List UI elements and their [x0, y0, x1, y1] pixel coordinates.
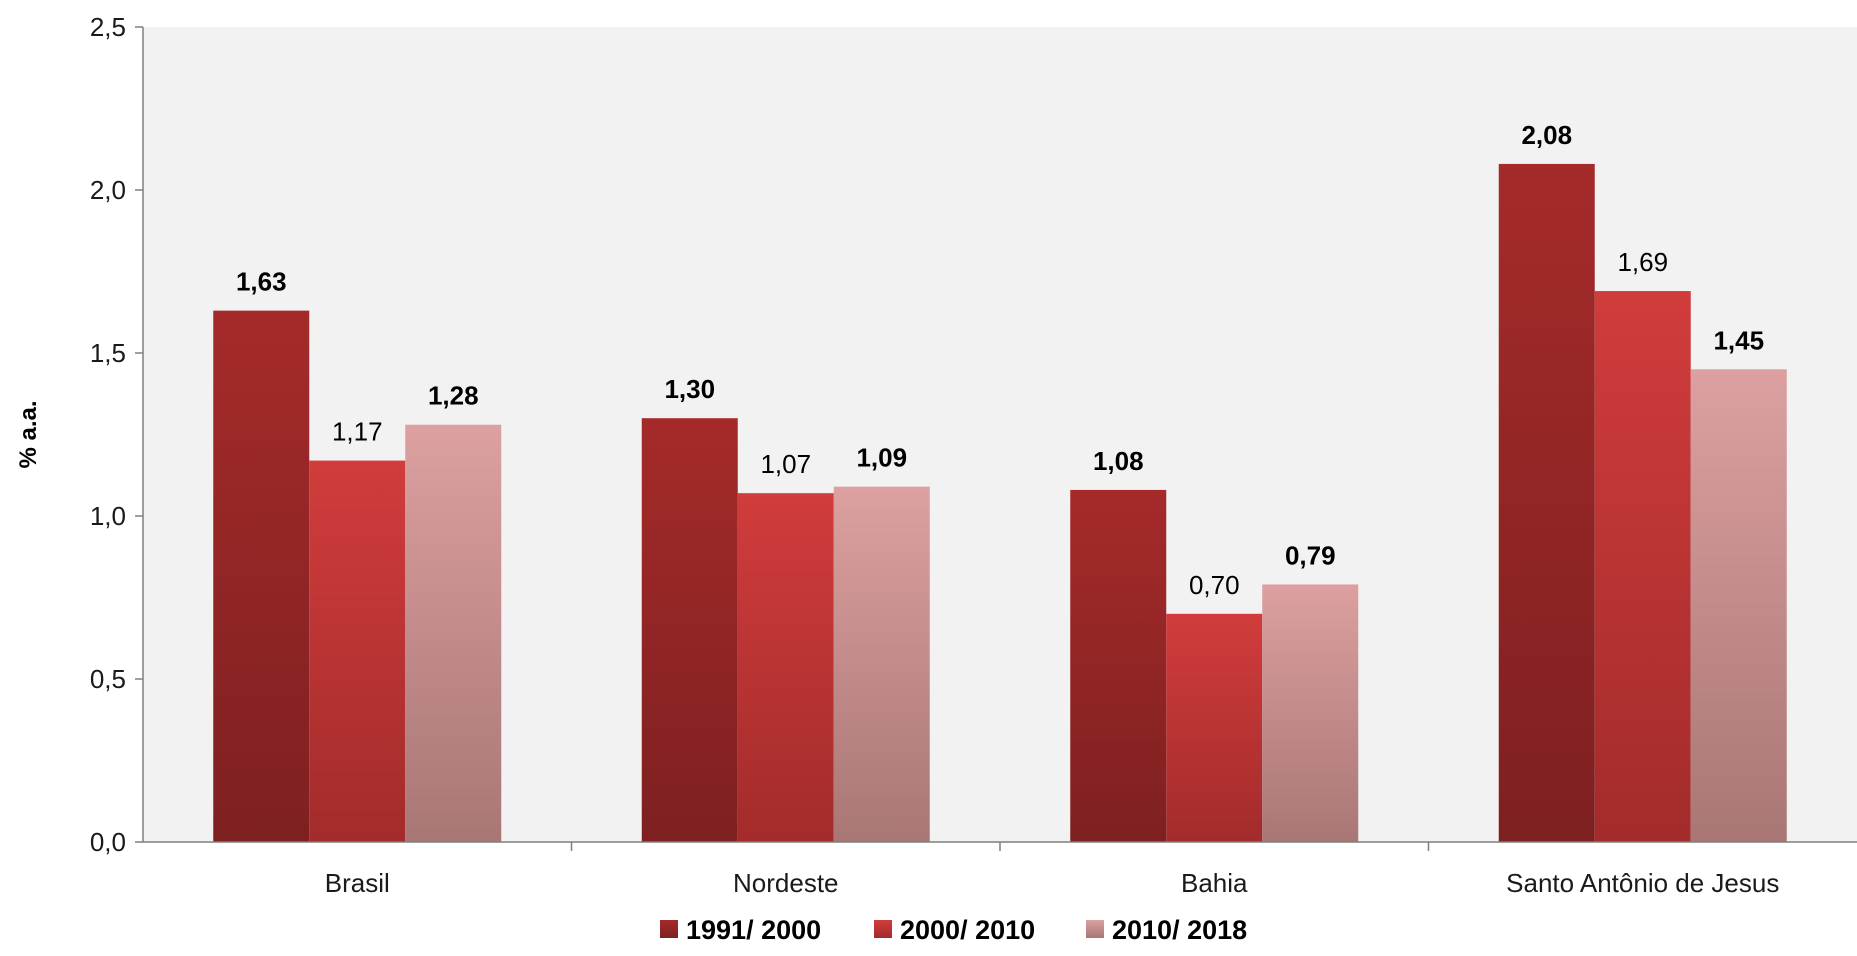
data-labels-group: 1,63 1,17 1,28 1,30 1,07 1,09 1,08 0,70 0,79 2,08… [236, 120, 1764, 600]
bar [213, 310, 310, 842]
legend: 1991/ 2000 2000/ 2010 2010/ 2018 [660, 915, 1247, 945]
data-label: 1,17 [332, 417, 383, 447]
bar [405, 424, 502, 842]
data-label: 0,79 [1285, 540, 1336, 570]
bar [309, 460, 406, 842]
data-label: 1,08 [1093, 446, 1144, 476]
bar [1690, 369, 1787, 842]
data-label: 2,08 [1521, 120, 1572, 150]
x-tick-label: Nordeste [733, 868, 839, 898]
legend-swatch [874, 920, 892, 938]
data-label: 1,28 [428, 381, 479, 411]
data-label: 0,70 [1189, 570, 1240, 600]
data-label: 1,30 [664, 374, 715, 404]
data-label: 1,69 [1617, 247, 1668, 277]
y-tick-label: 2,0 [90, 175, 126, 205]
legend-swatch [1086, 920, 1104, 938]
data-label: 1,45 [1713, 325, 1764, 355]
legend-label: 2010/ 2018 [1112, 915, 1247, 945]
y-tick-label: 0,0 [90, 827, 126, 857]
bar [737, 493, 834, 842]
data-label: 1,07 [760, 449, 811, 479]
bar [1498, 163, 1595, 843]
y-tick-label: 1,5 [90, 338, 126, 368]
x-tick-label: Santo Antônio de Jesus [1506, 868, 1779, 898]
bars-group [213, 163, 1787, 843]
legend-label: 2000/ 2010 [900, 915, 1035, 945]
bar [641, 418, 738, 842]
y-tick-label: 1,0 [90, 501, 126, 531]
legend-label: 1991/ 2000 [686, 915, 821, 945]
bar [1262, 584, 1359, 842]
bar [1070, 489, 1167, 842]
bar [1594, 291, 1691, 842]
y-axis-label: % a.a. [15, 400, 42, 468]
bar [1166, 613, 1263, 842]
data-label: 1,09 [856, 443, 907, 473]
bar [833, 486, 930, 842]
x-tick-label: Brasil [325, 868, 390, 898]
axes-group: 0,0 0,5 1,0 1,5 2,0 2,5 Brasil Nordeste Bahia San… [90, 12, 1857, 898]
x-tick-label: Bahia [1181, 868, 1248, 898]
legend-swatch [660, 920, 678, 938]
data-label: 1,63 [236, 267, 287, 297]
y-tick-label: 2,5 [90, 12, 126, 42]
y-tick-label: 0,5 [90, 664, 126, 694]
